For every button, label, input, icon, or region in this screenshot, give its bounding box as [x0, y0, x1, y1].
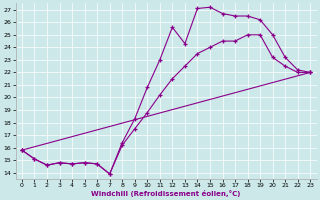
X-axis label: Windchill (Refroidissement éolien,°C): Windchill (Refroidissement éolien,°C) — [92, 190, 241, 197]
